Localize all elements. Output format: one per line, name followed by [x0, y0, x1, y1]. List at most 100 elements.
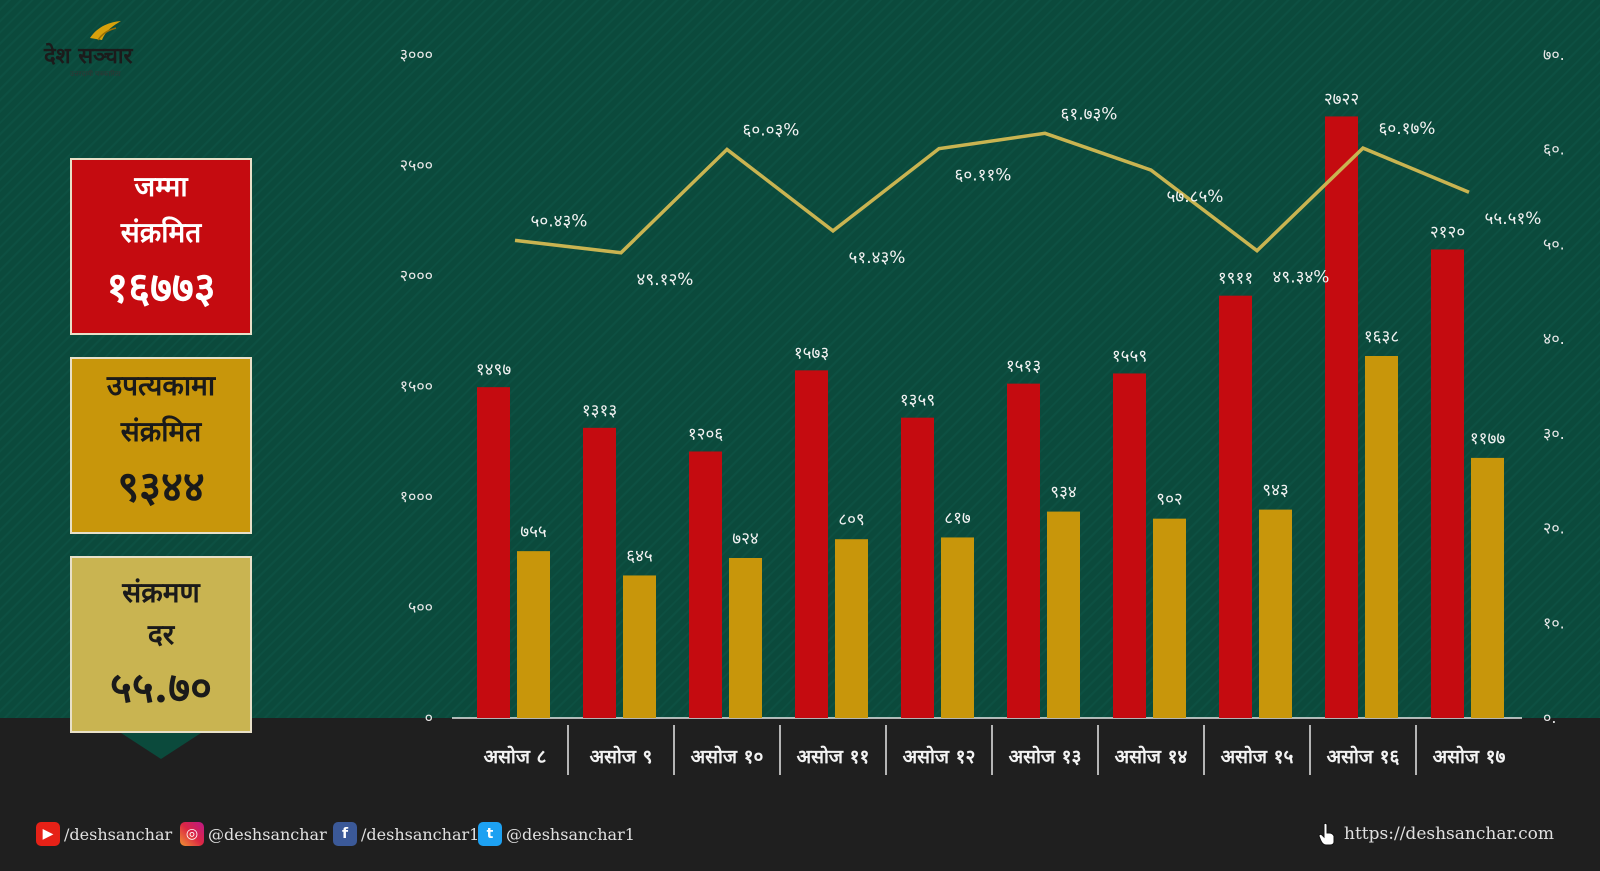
website-link[interactable]: https://deshsanchar.com [1318, 822, 1554, 846]
stat-valley-value: ९३४४ [117, 462, 205, 511]
stat-valley-label-2: संक्रमित [120, 415, 202, 448]
stat-valley-label-1: उपत्यकामा [106, 369, 216, 402]
bar-total [689, 451, 722, 718]
bar-total [1007, 383, 1040, 718]
x-tick-label: असोज १७ [1433, 745, 1506, 768]
x-tick-label: असोज १२ [903, 745, 976, 768]
x-tick-label: असोज ९ [590, 745, 653, 768]
bar-total-label: १५७३ [794, 343, 829, 363]
bar-valley-label: ९०२ [1156, 490, 1183, 510]
x-tick-label: असोज ८ [484, 745, 547, 768]
website-url: https://deshsanchar.com [1344, 824, 1554, 844]
rate-point-label: ५०.४३% [531, 211, 588, 231]
brand-logo: देश सञ्चार उत्तरदायी पत्रकारिता [40, 20, 160, 80]
rate-point-label: ६०.११% [955, 166, 1012, 186]
rate-point-label: ६०.१७% [1379, 119, 1436, 139]
y2-tick-label: ३०. [1543, 424, 1565, 443]
twitter-handle: @deshsanchar1 [506, 824, 635, 844]
footer-background [0, 718, 1600, 871]
bar-valley-label: ८१७ [944, 508, 971, 528]
youtube-handle: /deshsanchar [64, 824, 173, 844]
social-instagram[interactable]: ◎ @deshsanchar [180, 822, 327, 846]
rate-point-label: ५५.५१% [1485, 209, 1542, 229]
brand-name: देश सञ्चार [44, 43, 133, 69]
x-tick-label: असोज १५ [1221, 745, 1294, 768]
y-tick-label: ५०० [408, 598, 433, 617]
stat-rate-label-1: संक्रमण [122, 576, 200, 609]
stat-total-value: १६७७३ [106, 263, 216, 312]
bar-total-label: १५५९ [1112, 346, 1147, 366]
instagram-handle: @deshsanchar [208, 824, 327, 844]
bar-total-label: २७२२ [1324, 89, 1359, 109]
bar-total-label: १९११ [1218, 269, 1253, 289]
y-tick-label: २००० [400, 266, 433, 285]
bar-valley [1259, 509, 1292, 718]
bird-logo-icon [90, 21, 121, 41]
stat-infection-rate: संक्रमण दर ५५.७० [70, 556, 252, 733]
bar-total-label: १४९७ [476, 360, 512, 380]
pointer-arrow [121, 733, 201, 759]
x-tick-label: असोज १६ [1327, 745, 1400, 768]
twitter-icon: t [478, 822, 502, 846]
bar-total [583, 427, 616, 718]
bar-valley [729, 557, 762, 718]
y2-tick-label: ४०. [1543, 329, 1565, 348]
stat-valley-infected: उपत्यकामा संक्रमित ९३४४ [70, 357, 252, 534]
y2-tick-label: ५०. [1543, 234, 1565, 253]
bar-valley-label: १६३८ [1364, 327, 1399, 347]
rate-point-label: ४९.३४% [1273, 268, 1330, 288]
pointer-hand-icon [1318, 822, 1335, 846]
stat-total-label-2: संक्रमित [120, 216, 202, 249]
bar-valley [517, 551, 550, 718]
bar-valley [623, 575, 656, 718]
social-youtube[interactable]: ▶ /deshsanchar [36, 822, 172, 846]
brand-tagline: उत्तरदायी पत्रकारिता [70, 70, 121, 78]
bar-valley-label: ११७७ [1470, 429, 1506, 449]
rate-point-label: ५७.८५% [1167, 187, 1224, 207]
bar-valley [1047, 511, 1080, 718]
stat-rate-value: ५५.७० [110, 663, 212, 712]
bar-total [901, 417, 934, 718]
rate-point-label: ५१.४३% [849, 248, 906, 268]
bar-total [477, 387, 510, 718]
social-facebook[interactable]: f /deshsanchar1 [333, 822, 479, 846]
y-tick-label: १५०० [400, 377, 433, 396]
x-tick-label: असोज ११ [797, 745, 870, 768]
y-tick-label: ० [425, 708, 433, 727]
y-tick-label: १००० [400, 487, 433, 506]
bar-total [1325, 116, 1358, 719]
social-twitter[interactable]: t @deshsanchar1 [478, 822, 635, 846]
stat-total-label-1: जम्मा [134, 170, 188, 203]
y-tick-label: ३००० [400, 45, 433, 64]
instagram-icon: ◎ [180, 822, 204, 846]
y-tick-label: २५०० [400, 156, 433, 175]
bar-valley [1471, 457, 1504, 718]
bar-valley-label: ८०९ [838, 510, 865, 530]
facebook-icon: f [333, 822, 357, 846]
bar-total [1431, 249, 1464, 719]
x-tick-label: असोज १४ [1115, 745, 1188, 768]
facebook-handle: /deshsanchar1 [361, 824, 480, 844]
bar-valley [1365, 356, 1398, 718]
y2-tick-label: ७०. [1543, 45, 1565, 64]
bar-total [1219, 295, 1252, 718]
bar-valley-label: ९४३ [1262, 481, 1289, 501]
bar-valley-label: ६४५ [626, 546, 653, 566]
bar-total-label: १३१३ [582, 401, 617, 421]
x-tick-label: असोज १३ [1009, 745, 1082, 768]
y2-tick-label: १०. [1543, 613, 1565, 632]
rate-point-label: ६१.७३% [1061, 104, 1118, 124]
bar-total-label: १५१३ [1006, 357, 1041, 377]
bar-valley [1153, 518, 1186, 718]
bar-total [795, 370, 828, 718]
rate-point-label: ४९.१२% [637, 270, 694, 290]
bar-valley-label: ९३४ [1050, 483, 1077, 503]
bar-valley-label: ७२४ [732, 529, 759, 549]
y2-tick-label: ६०. [1543, 140, 1565, 159]
bar-valley-label: ७५५ [520, 522, 547, 542]
y2-tick-label: ०. [1543, 708, 1556, 727]
rate-line [514, 131, 1470, 255]
x-tick-label: असोज १० [691, 745, 764, 768]
